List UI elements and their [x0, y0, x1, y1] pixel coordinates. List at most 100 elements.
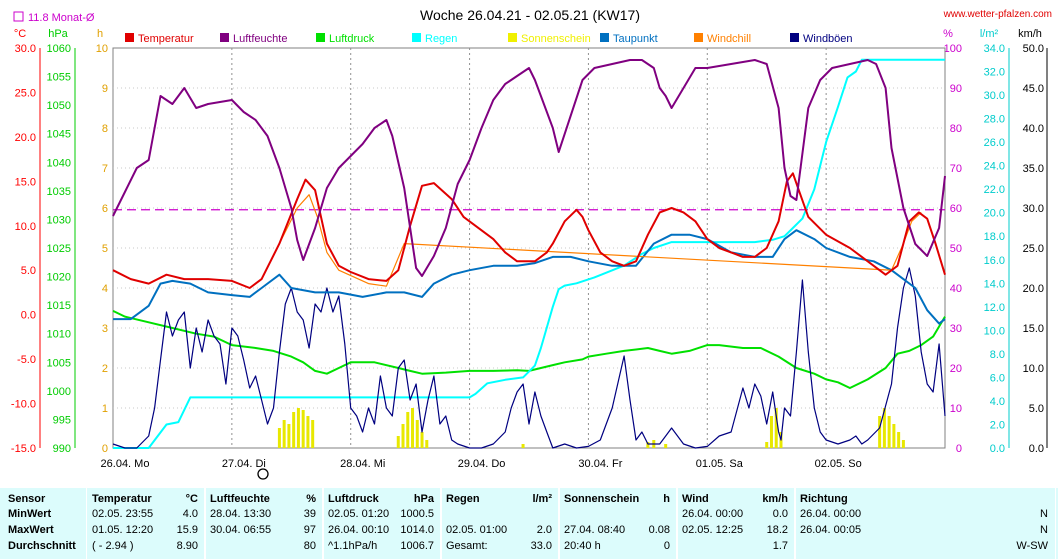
- humidity-tick-label: 90: [950, 83, 962, 95]
- rain-tick-label: 24.0: [984, 161, 1005, 173]
- stats-column: [558, 488, 678, 559]
- min-value: N: [1040, 508, 1048, 520]
- column-title: Temperatur: [92, 493, 152, 505]
- monthly-avg-label: 11.8 Monat-Ø: [28, 12, 95, 24]
- series-line-windböen: [112, 267, 946, 449]
- rain-tick-label: 26.0: [984, 137, 1005, 149]
- sunshine-bar: [277, 428, 281, 448]
- rain-tick-label: 2.0: [990, 419, 1005, 431]
- max-value: N: [1040, 524, 1048, 536]
- legend-label-0: Temperatur: [138, 33, 194, 45]
- humidity-tick-label: 10: [950, 403, 962, 415]
- rain-tick-label: 8.0: [990, 349, 1005, 361]
- column-unit: km/h: [762, 493, 788, 505]
- right-unit-2: km/h: [1018, 28, 1042, 40]
- max-value: 0.08: [648, 524, 670, 536]
- sunshine-bar: [901, 440, 905, 448]
- sun-tick-label: 5: [102, 243, 108, 255]
- series-line-luftdruck: [112, 309, 946, 389]
- day-label: 02.05. So: [815, 458, 862, 470]
- column-title: Luftfeuchte: [210, 493, 270, 505]
- sun-tick-label: 9: [102, 83, 108, 95]
- temp-tick-label: 10.0: [15, 221, 36, 233]
- min-date: 26.04. 00:00: [682, 508, 744, 520]
- stats-column: [794, 488, 1056, 559]
- max-date: 01.05. 12:20: [92, 524, 154, 536]
- stats-column: [204, 488, 324, 559]
- avg-value: 80: [303, 540, 316, 552]
- site-url[interactable]: www.wetter-pfalzen.com: [943, 9, 1052, 20]
- row-label: MinWert: [8, 508, 52, 520]
- sunshine-bar: [401, 424, 405, 448]
- right-unit-1: l/m²: [980, 28, 999, 40]
- wind-tick-label: 30.0: [1023, 203, 1044, 215]
- humidity-tick-label: 50: [950, 243, 962, 255]
- left-unit-2: h: [97, 28, 103, 40]
- sunshine-bar: [646, 442, 650, 448]
- sunshine-bar: [878, 416, 882, 448]
- pressure-tick-label: 1010: [47, 329, 71, 341]
- stats-column: [440, 488, 560, 559]
- max-date: 26.04. 00:05: [800, 524, 862, 536]
- rain-tick-label: 10.0: [984, 325, 1005, 337]
- sunshine-bar: [306, 416, 310, 448]
- grid: [112, 47, 946, 449]
- humidity-tick-label: 40: [950, 283, 962, 295]
- axes: °C hPa h% l/m² km/h30.025.020.015.010.05.00.…: [11, 28, 1048, 470]
- stats-column: [86, 488, 206, 559]
- pressure-tick-label: 1060: [47, 43, 71, 55]
- legend-swatch-5: [600, 33, 609, 42]
- rain-tick-label: 6.0: [990, 372, 1005, 384]
- humidity-tick-label: 30: [950, 323, 962, 335]
- sunshine-bar: [296, 408, 300, 448]
- sunshine-bar: [415, 420, 419, 448]
- min-date: 02.05. 01:20: [328, 508, 390, 520]
- left-unit-0: °C: [14, 28, 26, 40]
- min-date: 26.04. 00:00: [800, 508, 862, 520]
- sun-tick-label: 10: [96, 43, 108, 55]
- avg-value: 1006.7: [400, 540, 434, 552]
- temp-tick-label: -15.0: [11, 443, 36, 455]
- series-line-luftfeuchte: [112, 59, 946, 277]
- max-date: 02.05. 12:25: [682, 524, 744, 536]
- max-date: 27.04. 08:40: [564, 524, 626, 536]
- wind-tick-label: 0.0: [1029, 443, 1044, 455]
- sunshine-bar: [411, 408, 415, 448]
- rain-tick-label: 22.0: [984, 184, 1005, 196]
- sunshine-bar: [311, 420, 315, 448]
- temp-tick-label: 20.0: [15, 132, 36, 144]
- pressure-tick-label: 995: [53, 414, 71, 426]
- rain-tick-label: 12.0: [984, 302, 1005, 314]
- legend-swatch-4: [508, 33, 517, 42]
- avg-label: Gesamt:: [446, 540, 488, 552]
- rain-tick-label: 14.0: [984, 278, 1005, 290]
- sun-tick-label: 7: [102, 163, 108, 175]
- max-date: 02.05. 01:00: [446, 524, 508, 536]
- legend-label-6: Windchill: [707, 33, 751, 45]
- avg-label: ( - 2.94 ): [92, 540, 134, 552]
- pressure-tick-label: 1045: [47, 129, 71, 141]
- sunshine-bar: [287, 424, 291, 448]
- legend-swatch-1: [220, 33, 229, 42]
- sunshine-bar: [292, 412, 296, 448]
- wind-tick-label: 10.0: [1023, 363, 1044, 375]
- legend-label-5: Taupunkt: [613, 33, 658, 45]
- avg-value: 8.90: [176, 540, 198, 552]
- series-lines: [112, 58, 946, 449]
- pressure-tick-label: 1005: [47, 357, 71, 369]
- row-label: MaxWert: [8, 524, 54, 536]
- day-label: 26.04. Mo: [101, 458, 150, 470]
- wind-tick-label: 15.0: [1023, 323, 1044, 335]
- avg-value: 1.7: [772, 540, 788, 552]
- min-value: 1000.5: [400, 508, 434, 520]
- temp-tick-label: 15.0: [15, 176, 36, 188]
- sun-tick-label: 3: [102, 323, 108, 335]
- row-label: Sensor: [8, 493, 46, 505]
- column-title: Luftdruck: [328, 493, 379, 505]
- temp-tick-label: -10.0: [11, 399, 36, 411]
- max-value: 15.9: [176, 524, 198, 536]
- sunshine-bar: [882, 408, 886, 448]
- humidity-tick-label: 70: [950, 163, 962, 175]
- day-label: 30.04. Fr: [578, 458, 622, 470]
- series-line-taupunkt: [113, 229, 946, 325]
